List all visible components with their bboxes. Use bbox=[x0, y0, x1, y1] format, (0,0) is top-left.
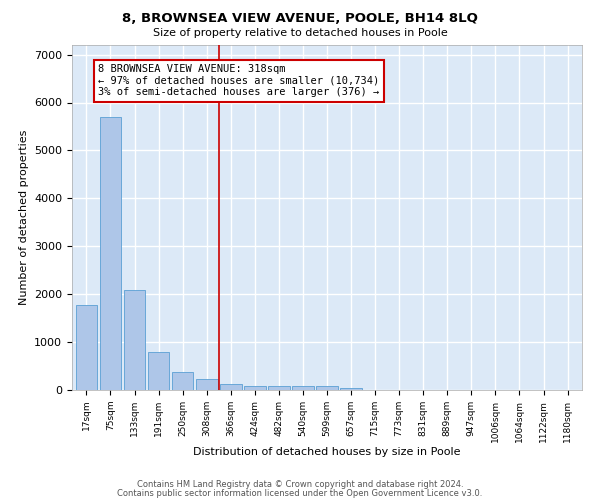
Text: 8, BROWNSEA VIEW AVENUE, POOLE, BH14 8LQ: 8, BROWNSEA VIEW AVENUE, POOLE, BH14 8LQ bbox=[122, 12, 478, 26]
X-axis label: Distribution of detached houses by size in Poole: Distribution of detached houses by size … bbox=[193, 448, 461, 458]
Y-axis label: Number of detached properties: Number of detached properties bbox=[19, 130, 29, 305]
Bar bbox=[316, 386, 338, 390]
Bar bbox=[340, 388, 362, 390]
Bar bbox=[220, 384, 242, 390]
Bar bbox=[124, 290, 145, 390]
Bar bbox=[268, 386, 290, 390]
Text: Contains HM Land Registry data © Crown copyright and database right 2024.: Contains HM Land Registry data © Crown c… bbox=[137, 480, 463, 489]
Bar bbox=[172, 372, 193, 390]
Bar bbox=[76, 304, 97, 390]
Bar bbox=[148, 352, 169, 390]
Bar bbox=[244, 386, 266, 390]
Bar bbox=[292, 386, 314, 390]
Text: Size of property relative to detached houses in Poole: Size of property relative to detached ho… bbox=[152, 28, 448, 38]
Text: 8 BROWNSEA VIEW AVENUE: 318sqm
← 97% of detached houses are smaller (10,734)
3% : 8 BROWNSEA VIEW AVENUE: 318sqm ← 97% of … bbox=[98, 64, 380, 98]
Text: Contains public sector information licensed under the Open Government Licence v3: Contains public sector information licen… bbox=[118, 488, 482, 498]
Bar bbox=[196, 379, 218, 390]
Bar bbox=[100, 117, 121, 390]
